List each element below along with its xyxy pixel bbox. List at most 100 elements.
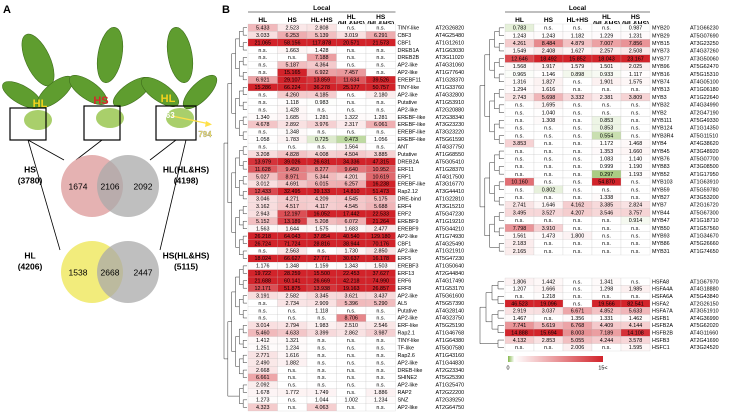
cell-value: n.s. [544, 195, 553, 201]
cell-value: 1.660 [629, 149, 643, 155]
cell-value: n.s. [258, 100, 267, 106]
tf-family: EREBF9 [398, 226, 419, 232]
dendrogram [479, 85, 485, 208]
cell-value: 3.495 [513, 210, 527, 216]
tf-family: EREBF-like [398, 182, 426, 188]
cell-value: 13.979 [255, 159, 272, 165]
agi-code: AT1G50640 [436, 264, 465, 270]
cell-value: 3.527 [542, 210, 556, 216]
cell-value: 34.336 [343, 159, 360, 165]
cell-value: 1.243 [513, 33, 527, 39]
cell-value: 82.541 [627, 301, 644, 307]
cell-value: n.s. [515, 345, 524, 351]
cell-value: 4.504 [345, 152, 359, 158]
cell-value: 2.180 [374, 92, 388, 98]
dendrogram [498, 120, 504, 129]
cell-value: 1.298 [600, 287, 614, 293]
cell-value: n.s. [544, 345, 553, 351]
cell-value: 0.853 [600, 118, 614, 124]
cell-value: n.s. [631, 187, 640, 193]
agi-code: AT4G25480 [436, 33, 465, 39]
cell-value: 4.261 [513, 41, 527, 47]
cell-value: 1.563 [256, 226, 270, 232]
agi-code: AT5G61590 [436, 137, 465, 143]
cell-value: n.s. [631, 233, 640, 239]
dendrogram [242, 265, 247, 274]
cell-value: 23.167 [627, 56, 644, 62]
cell-value: 29.107 [284, 78, 301, 84]
cell-value: 1.058 [256, 137, 270, 143]
cell-value: n.s. [631, 110, 640, 116]
cell-value: 2.490 [256, 360, 270, 366]
dendrogram [494, 62, 500, 79]
cell-value: n.s. [573, 87, 582, 93]
dendrogram [491, 314, 498, 330]
cell-value: n.s. [602, 233, 611, 239]
cell-value: 2.794 [286, 323, 300, 329]
tf-family: TF-like [398, 345, 414, 351]
dendrogram [242, 354, 247, 363]
tf-family: HSFB3 [652, 338, 669, 344]
tf-family: DREB-like [398, 368, 423, 374]
cell-value: 14.108 [627, 330, 644, 336]
cell-value: n.s. [376, 25, 385, 31]
cell-value: 3.162 [256, 204, 270, 210]
cell-value: n.s. [347, 25, 356, 31]
agi-code: AT5G59780 [690, 187, 719, 193]
agi-code: AT1G63910 [690, 180, 719, 186]
cell-value: 117.878 [312, 40, 331, 46]
cell-value: 2.523 [286, 25, 300, 31]
tf-family: MYB3R4 [652, 133, 674, 139]
cell-value: 18.492 [540, 56, 557, 62]
agi-code: AT5G25190 [436, 323, 465, 329]
dendrogram [497, 310, 504, 319]
cell-value: n.s. [515, 195, 524, 201]
cell-value: 3.757 [629, 210, 643, 216]
cell-value: 1.646 [542, 203, 556, 209]
tf-family: DREB2B [398, 55, 420, 61]
dendrogram [242, 340, 247, 348]
cell-value: n.s. [602, 241, 611, 247]
cell-value: 3.014 [256, 323, 270, 329]
tf-family: MYB7 [652, 203, 667, 209]
cell-value: n.s. [515, 133, 524, 139]
column-header: (HL&HS) [622, 20, 649, 27]
cell-value: 4.271 [286, 197, 300, 203]
cell-value: 3.345 [315, 293, 329, 299]
dendrogram [239, 239, 244, 255]
cell-value: 1.783 [286, 137, 300, 143]
cell-value: n.s. [602, 26, 611, 32]
cell-value: 0.554 [600, 133, 614, 139]
cell-value: 21.573 [373, 40, 390, 46]
dendrogram [242, 399, 247, 408]
dendrogram [239, 60, 244, 77]
venn-label: (4206) [18, 261, 43, 271]
dendrogram [485, 292, 492, 323]
cell-value: 5.633 [629, 309, 643, 315]
cell-value: 0.783 [513, 26, 527, 32]
cell-value: 5.027 [256, 174, 270, 180]
cell-value: n.s. [544, 180, 553, 186]
cell-value: 6.671 [571, 309, 585, 315]
cell-value: 1.917 [542, 64, 556, 70]
tf-family: HSFB2A [652, 323, 673, 329]
dendrogram [479, 306, 498, 344]
dendrogram [484, 177, 490, 236]
cell-value: 1.340 [256, 115, 270, 121]
tf-family: TINY-like [398, 85, 420, 91]
cell-value: 7.856 [629, 41, 643, 47]
cell-value: 1.564 [345, 145, 359, 151]
dendrogram [494, 93, 500, 109]
cell-value: 12.646 [511, 56, 528, 62]
cell-value: 19.722 [255, 271, 272, 277]
agi-code: AT5G57390 [436, 301, 465, 307]
agi-code: AT4G17490 [436, 278, 465, 284]
tf-family: EREBF9 [398, 219, 419, 225]
cell-value: 3.037 [542, 309, 556, 315]
cell-value: 3.033 [256, 33, 270, 39]
cell-value: 2.006 [571, 345, 585, 351]
dendrogram [242, 220, 247, 229]
cell-value: n.s. [631, 195, 640, 201]
tf-family: AP2-like [398, 70, 418, 76]
cell-value: n.s. [317, 130, 326, 136]
